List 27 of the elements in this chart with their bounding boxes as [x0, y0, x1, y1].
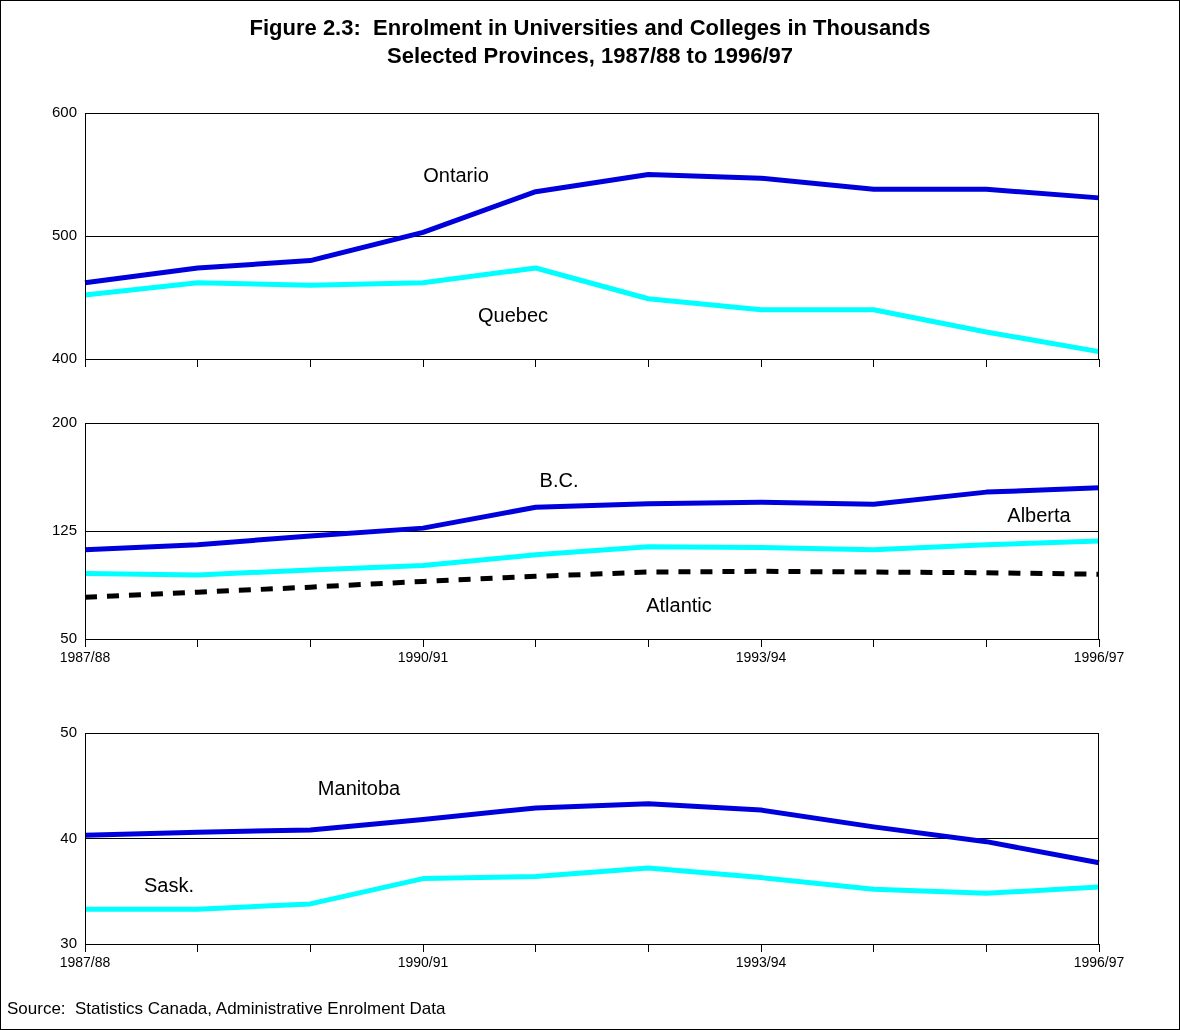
x-tick-label: 1990/91: [397, 954, 449, 971]
y-tick-label: 400: [51, 349, 77, 367]
series-label: Ontario: [423, 163, 489, 186]
y-tick-label: 125: [51, 521, 77, 539]
chart-title: Figure 2.3: Enrolment in Universities and Colleges in Thousands: [248, 15, 932, 41]
x-tick-label: 1993/94: [735, 954, 787, 971]
series-label: Alberta: [1007, 503, 1072, 526]
x-tick-label: 1990/91: [397, 649, 449, 666]
y-tick-label: 600: [51, 103, 77, 121]
x-tick-label: 1993/94: [735, 649, 787, 666]
series-label: Manitoba: [317, 776, 402, 799]
chart-subtitle: Selected Provinces, 1987/88 to 1996/97: [385, 43, 794, 69]
x-tick-label: 1996/97: [1073, 954, 1125, 971]
y-tick-label: 30: [60, 934, 77, 952]
x-tick-label: 1996/97: [1073, 649, 1125, 666]
y-tick-label: 40: [60, 828, 77, 846]
y-tick-label: 500: [51, 226, 77, 244]
y-tick-label: 50: [60, 629, 77, 647]
y-tick-label: 200: [51, 413, 77, 431]
y-tick-label: 50: [60, 723, 77, 741]
series-label: Atlantic: [646, 593, 712, 616]
x-tick-label: 1987/88: [59, 954, 111, 971]
source-note: Source: Statistics Canada, Administrative Enrolment Data: [7, 999, 446, 1019]
series-label: Sask.: [143, 873, 195, 896]
x-tick-label: 1987/88: [59, 649, 111, 666]
series-label: Quebec: [477, 303, 549, 326]
series-label: B.C.: [539, 468, 579, 491]
